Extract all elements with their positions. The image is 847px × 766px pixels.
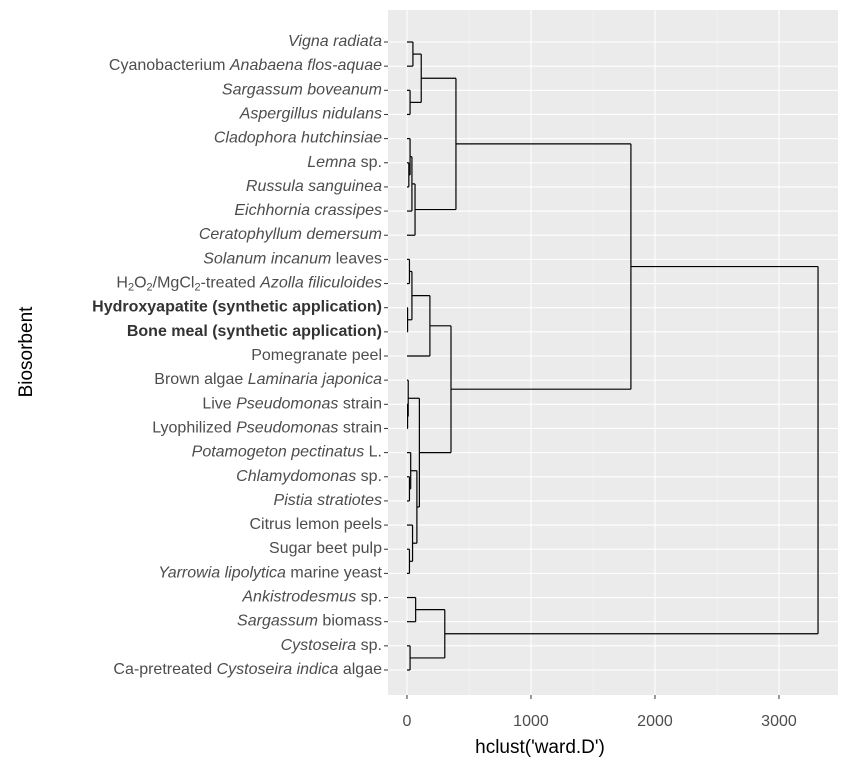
label-part: Citrus lemon peels [250,516,383,533]
label-part: marine yeast [286,565,383,582]
label-part: Cyanobacterium [109,57,230,74]
label-part: 2 [194,281,200,293]
leaf-label: Sargassum boveanum [222,82,382,99]
label-part: Pseudomonas [236,396,338,413]
label-part: leaves [331,251,382,268]
label-part: Potamogeton pectinatus [192,444,365,461]
label-part: Lyophilized [152,420,236,437]
label-part: Russula sanguinea [246,178,382,195]
leaf-label: Bone meal (synthetic application) [127,323,382,340]
label-part: Pistia stratiotes [274,492,382,509]
leaf-label: Ankistrodesmus sp. [241,589,382,606]
label-part: sp. [356,589,382,606]
label-part: O [134,275,146,292]
label-part: Cladophora hutchinsiae [214,130,382,147]
leaf-label: Sargassum biomass [237,613,382,630]
label-part: 2 [147,281,153,293]
leaf-label: Potamogeton pectinatus L. [192,444,382,461]
label-part: Hydroxyapatite (synthetic application) [92,299,382,316]
label-part: Yarrowia lipolytica [158,565,286,582]
label-part: Cystoseira [281,637,357,654]
label-part: Sugar beet pulp [269,540,382,557]
leaf-label: Ceratophyllum demersum [199,226,382,243]
leaf-label: Cladophora hutchinsiae [214,130,382,147]
leaf-label: Live Pseudomonas strain [202,396,382,413]
label-part: Laminaria japonica [248,371,382,388]
label-part: H [116,275,128,292]
label-part: sp. [356,468,382,485]
leaf-label: Solanum incanum leaves [203,251,382,268]
leaf-label: Cystoseira sp. [281,637,382,654]
leaf-label: Sugar beet pulp [269,540,382,557]
label-part: Cystoseira indica [217,661,339,678]
leaf-label: Brown algae Laminaria japonica [154,371,382,388]
leaf-label: Yarrowia lipolytica marine yeast [158,565,382,582]
label-part: Vigna radiata [288,33,382,50]
label-part: Aspergillus nidulans [239,106,382,123]
leaf-label: Lyophilized Pseudomonas strain [152,420,382,437]
label-part: Bone meal (synthetic application) [127,323,382,340]
label-part: Eichhornia crassipes [234,202,382,219]
label-part: Pomegranate peel [251,347,382,364]
label-part: algae [338,661,382,678]
y-axis-title: Biosorbent [16,306,37,398]
label-part: biomass [318,613,382,630]
label-part: 2 [128,281,134,293]
x-tick-label: 1000 [513,713,549,730]
leaf-label: Ca-pretreated Cystoseira indica algae [113,661,382,678]
label-part: Brown algae [154,371,247,388]
leaf-label: Russula sanguinea [246,178,382,195]
leaf-label: Lemna sp. [307,154,382,171]
label-part: Lemna [307,154,356,171]
x-tick-label: 0 [403,713,412,730]
label-part: Chlamydomonas [236,468,356,485]
x-tick-label: 2000 [637,713,673,730]
x-axis-title: hclust('ward.D') [475,737,605,758]
leaf-label: Eichhornia crassipes [234,202,382,219]
label-part: Sargassum [237,613,318,630]
label-part: Ceratophyllum demersum [199,226,382,243]
leaf-label: Citrus lemon peels [250,516,383,533]
plot-background [388,10,838,695]
label-part: Ca-pretreated [113,661,216,678]
label-part: sp. [356,154,382,171]
leaf-label: Pistia stratiotes [274,492,382,509]
label-part: Solanum incanum [203,251,331,268]
leaf-label: Aspergillus nidulans [239,106,382,123]
leaf-label: Chlamydomonas sp. [236,468,382,485]
label-part: sp. [356,637,382,654]
label-part: strain [338,420,382,437]
label-part: Azolla filiculoides [259,275,382,292]
label-part: strain [338,396,382,413]
leaf-label: Pomegranate peel [251,347,382,364]
leaf-label: H2O2/MgCl2-treated Azolla filiculoides [116,275,382,294]
label-part: /MgCl [153,275,195,292]
label-part: Sargassum boveanum [222,82,382,99]
label-part: Ankistrodesmus [241,589,356,606]
x-tick-label: 3000 [761,713,797,730]
label-part: L. [364,444,382,461]
label-part: -treated [201,275,261,292]
leaf-label: Cyanobacterium Anabaena flos-aquae [109,57,382,74]
leaf-label: Hydroxyapatite (synthetic application) [92,299,382,316]
label-part: Live [202,396,236,413]
label-part: Anabaena flos-aquae [229,57,382,74]
leaf-label: Vigna radiata [288,33,382,50]
label-part: Pseudomonas [236,420,338,437]
